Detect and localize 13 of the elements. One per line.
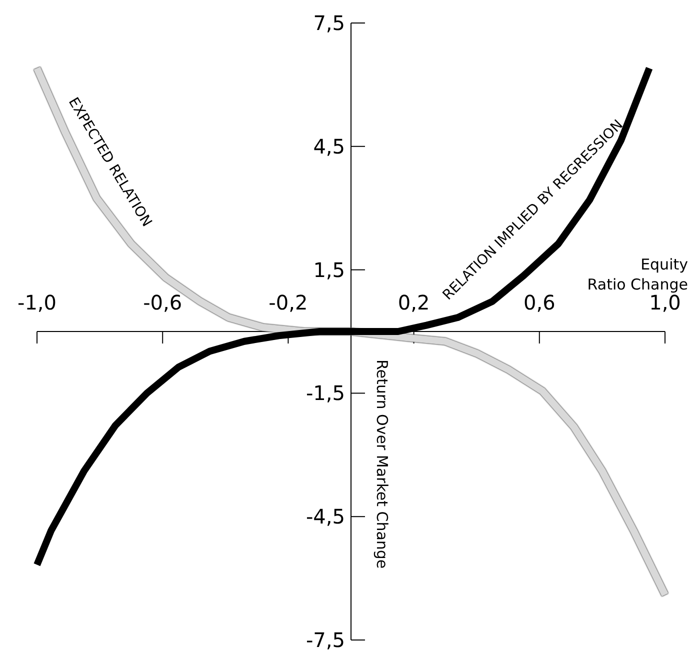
y-tick-label: 1,5: [313, 258, 345, 282]
y-tick-label: 4,5: [313, 134, 345, 158]
y-tick-label: -4,5: [306, 504, 345, 529]
x-tick-label: -1,0: [17, 290, 57, 314]
y-axis-title: Return Over Market Change: [373, 360, 391, 569]
x-axis-title: Equity Ratio Change: [587, 256, 688, 294]
y-tick-label: -7,5: [306, 628, 345, 652]
x-tick-label: 0,6: [523, 290, 556, 314]
x-tick-label: 0,2: [398, 290, 430, 314]
x-tick-label: -0,2: [268, 290, 308, 314]
x-tick-label: -0,6: [143, 290, 182, 314]
y-tick-label: 7,5: [313, 11, 345, 35]
y-tick-label: -1,5: [306, 381, 345, 406]
